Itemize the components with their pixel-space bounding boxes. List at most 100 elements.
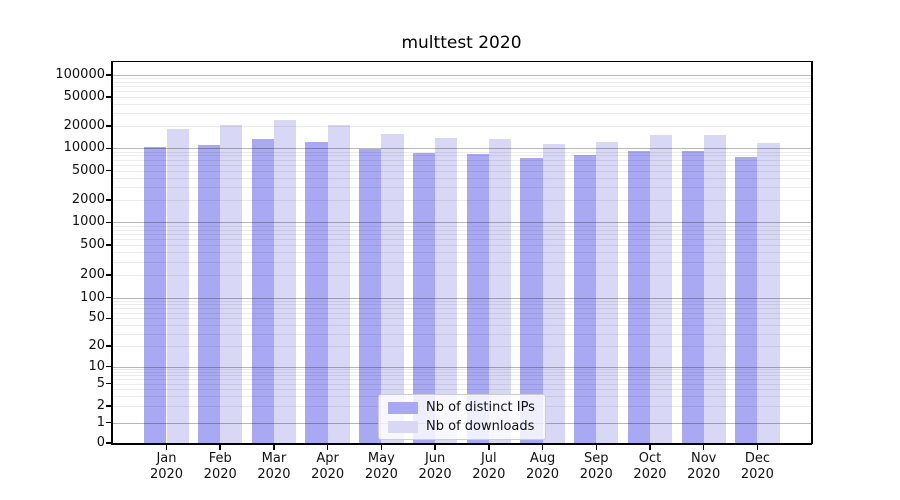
- grid-line-minor: [112, 275, 811, 276]
- grid-line-minor: [112, 318, 811, 320]
- y-tick-label: 100000: [55, 67, 105, 82]
- x-tick-label: Nov 2020: [687, 451, 721, 482]
- bar-distinct-ips: [466, 153, 489, 443]
- bar-downloads: [327, 124, 350, 443]
- grid-line-minor: [112, 200, 811, 202]
- y-tick-mark: [106, 74, 111, 76]
- grid-line-minor: [112, 383, 811, 385]
- grid-line-major: [112, 366, 811, 368]
- x-tick-mark: [326, 444, 329, 450]
- y-tick-mark: [106, 274, 111, 276]
- legend-swatch-distinct-ips: [388, 401, 418, 414]
- y-tick-mark: [106, 296, 111, 299]
- y-tick-mark: [106, 382, 111, 385]
- x-tick-label: May 2020: [364, 451, 398, 482]
- legend: Nb of distinct IPs Nb of downloads: [378, 394, 546, 440]
- legend-label-distinct-ips: Nb of distinct IPs: [426, 400, 535, 415]
- grid-line-minor: [112, 308, 811, 310]
- x-tick-mark: [595, 444, 597, 450]
- grid-line-minor: [112, 375, 811, 377]
- grid-line-minor: [112, 372, 811, 374]
- x-tick-label: Dec 2020: [740, 451, 774, 482]
- x-tick-mark: [380, 444, 383, 450]
- bar-distinct-ips: [681, 150, 704, 443]
- grid-line-minor: [112, 379, 811, 381]
- grid-line-major: [112, 222, 811, 224]
- bar-distinct-ips: [144, 146, 167, 443]
- y-tick-mark: [106, 345, 111, 347]
- x-tick-label: Mar 2020: [257, 451, 291, 482]
- y-tick-label: 5000: [71, 162, 105, 178]
- spine-bottom: [111, 443, 812, 445]
- grid-line-minor: [112, 325, 811, 327]
- y-tick-mark: [106, 221, 111, 224]
- grid-line-minor: [112, 300, 811, 302]
- y-tick-mark: [106, 125, 111, 127]
- y-tick-label: 50000: [63, 89, 105, 105]
- y-tick-mark: [106, 199, 111, 201]
- grid-line-minor: [112, 252, 811, 254]
- legend-item-distinct-ips: Nb of distinct IPs: [388, 400, 545, 415]
- bar-downloads: [757, 142, 780, 443]
- x-tick-mark: [702, 444, 705, 450]
- bar-downloads: [273, 120, 297, 443]
- grid-line-minor: [112, 239, 811, 241]
- bar-downloads: [381, 134, 404, 443]
- x-tick-mark: [273, 444, 275, 450]
- bar-downloads: [435, 138, 458, 443]
- y-tick-mark: [106, 244, 111, 246]
- grid-line-minor: [112, 333, 811, 335]
- legend-label-downloads: Nb of downloads: [426, 419, 535, 434]
- y-tick-label: 1000: [71, 214, 105, 230]
- y-tick-label: 200: [80, 267, 105, 282]
- grid-line-minor: [112, 229, 811, 231]
- y-tick-mark: [106, 169, 111, 172]
- grid-line-minor: [112, 155, 811, 157]
- grid-line-minor: [112, 159, 811, 161]
- bar-distinct-ips: [627, 150, 650, 443]
- chart-title: multtest 2020: [401, 33, 522, 53]
- bar-downloads: [649, 135, 673, 443]
- grid-line-minor: [112, 78, 811, 80]
- grid-line-minor: [112, 369, 811, 371]
- y-tick-label: 0: [96, 435, 105, 450]
- bar-distinct-ips: [735, 156, 758, 443]
- bar-distinct-ips: [305, 142, 328, 443]
- grid-line-minor: [112, 304, 811, 306]
- y-tick-label: 5: [96, 375, 105, 391]
- y-tick-mark: [106, 147, 111, 150]
- x-tick-label: Jan 2020: [149, 451, 184, 482]
- grid-line-minor: [112, 97, 811, 99]
- grid-line-minor: [112, 225, 811, 227]
- legend-swatch-downloads: [388, 420, 418, 433]
- x-tick-mark: [434, 444, 436, 450]
- grid-line-minor: [112, 170, 811, 172]
- bar-distinct-ips: [198, 145, 221, 443]
- bar-downloads: [166, 129, 189, 443]
- plot-area: [112, 62, 811, 443]
- bar-downloads: [596, 142, 619, 443]
- y-tick-mark: [106, 421, 111, 424]
- x-tick-mark: [649, 444, 651, 450]
- x-tick-mark: [488, 444, 490, 450]
- y-tick-label: 10000: [63, 140, 105, 156]
- bar-distinct-ips: [520, 157, 543, 443]
- x-tick-label: Sep 2020: [579, 451, 613, 482]
- bar-downloads: [542, 144, 565, 443]
- y-tick-label: 10: [88, 358, 105, 374]
- grid-line-minor: [112, 164, 811, 166]
- x-tick-mark: [541, 444, 544, 450]
- y-tick-label: 100: [80, 289, 105, 305]
- grid-line-minor: [112, 186, 811, 188]
- grid-line-minor: [112, 177, 811, 179]
- x-tick-label: Jun 2020: [418, 451, 452, 482]
- grid-line-minor: [112, 151, 811, 153]
- x-tick-mark: [756, 444, 759, 450]
- grid-line-minor: [112, 104, 811, 106]
- grid-line-minor: [112, 91, 811, 93]
- x-tick-label: Apr 2020: [311, 451, 345, 482]
- grid-line-minor: [112, 86, 811, 88]
- grid-line-minor: [112, 126, 811, 128]
- y-tick-label: 2000: [71, 192, 105, 208]
